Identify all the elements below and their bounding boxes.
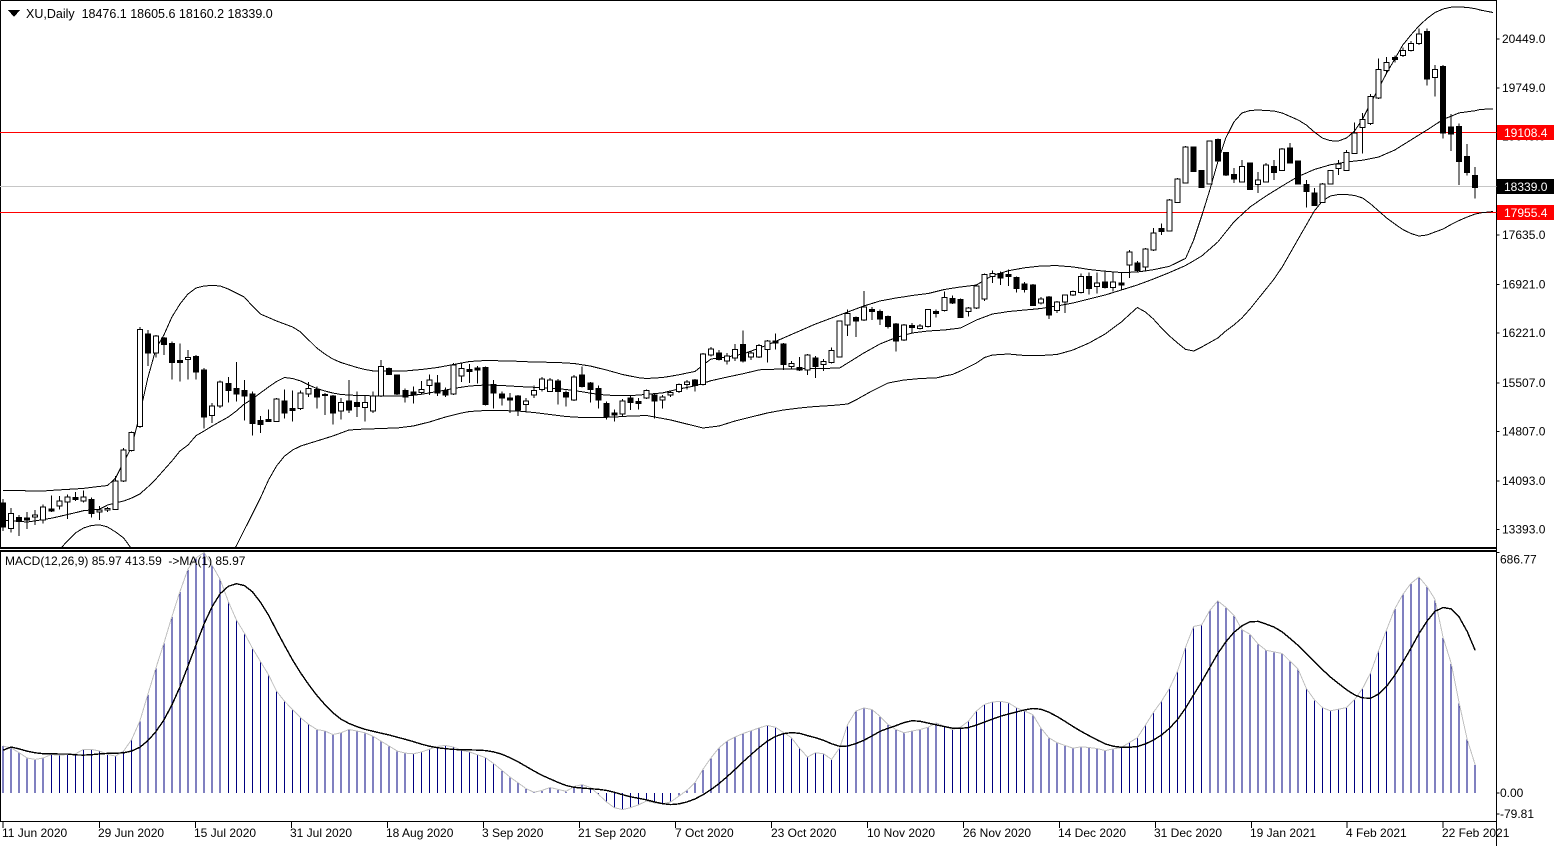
svg-text:14807.0: 14807.0 [1502,424,1546,438]
svg-text:11 Jun 2020: 11 Jun 2020 [2,826,67,840]
svg-text:22 Feb 2021: 22 Feb 2021 [1442,826,1510,840]
svg-text:29 Jun 2020: 29 Jun 2020 [98,826,164,840]
svg-text:10 Nov 2020: 10 Nov 2020 [867,826,935,840]
svg-text:23 Oct 2020: 23 Oct 2020 [771,826,837,840]
svg-text:-79.81: -79.81 [1500,807,1534,821]
svg-text:19749.0: 19749.0 [1502,81,1546,95]
svg-text:16921.0: 16921.0 [1502,278,1546,292]
svg-text:MACD(12,26,9) 85.97 413.59 ->: MACD(12,26,9) 85.97 413.59 ->MA(1) 85.97 [5,554,246,568]
svg-text:19 Jan 2021: 19 Jan 2021 [1250,826,1316,840]
svg-text:18339.0: 18339.0 [1504,180,1548,194]
svg-text:19108.4: 19108.4 [1504,126,1548,140]
svg-text:15507.0: 15507.0 [1502,376,1546,390]
svg-text:16221.0: 16221.0 [1502,326,1546,340]
svg-text:4 Feb 2021: 4 Feb 2021 [1346,826,1407,840]
svg-text:0.00: 0.00 [1500,786,1524,800]
svg-text:15 Jul 2020: 15 Jul 2020 [194,826,256,840]
svg-text:21 Sep 2020: 21 Sep 2020 [578,826,646,840]
svg-text:31 Jul 2020: 31 Jul 2020 [290,826,352,840]
svg-text:686.77: 686.77 [1500,553,1537,567]
svg-text:31 Dec 2020: 31 Dec 2020 [1154,826,1222,840]
svg-text:14 Dec 2020: 14 Dec 2020 [1058,826,1126,840]
svg-text:20449.0: 20449.0 [1502,32,1546,46]
svg-text:7 Oct 2020: 7 Oct 2020 [675,826,734,840]
svg-text:26 Nov 2020: 26 Nov 2020 [963,826,1031,840]
svg-text:XU,Daily 18476.1 18605.6 1816: XU,Daily 18476.1 18605.6 18160.2 18339.0 [26,7,273,21]
svg-text:17955.4: 17955.4 [1504,206,1548,220]
svg-text:18 Aug 2020: 18 Aug 2020 [386,826,454,840]
svg-text:14093.0: 14093.0 [1502,474,1546,488]
svg-text:3 Sep 2020: 3 Sep 2020 [482,826,544,840]
svg-text:13393.0: 13393.0 [1502,523,1546,537]
svg-text:17635.0: 17635.0 [1502,228,1546,242]
